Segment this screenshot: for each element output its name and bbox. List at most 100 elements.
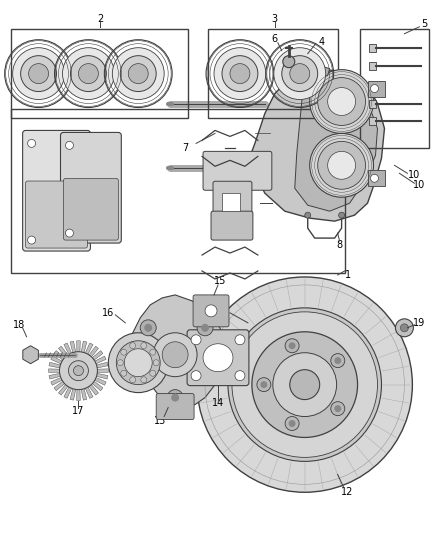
Circle shape (171, 393, 179, 401)
Bar (360, 29, 429, 148)
Circle shape (334, 405, 341, 412)
Circle shape (228, 308, 381, 462)
Circle shape (112, 47, 164, 100)
Text: 8: 8 (336, 240, 343, 250)
Circle shape (331, 402, 345, 416)
Circle shape (117, 341, 160, 385)
Circle shape (230, 63, 250, 84)
Polygon shape (92, 381, 103, 391)
Circle shape (197, 320, 213, 336)
Polygon shape (130, 295, 225, 408)
Polygon shape (70, 341, 76, 353)
Circle shape (74, 366, 83, 376)
Circle shape (328, 151, 356, 179)
Text: 12: 12 (341, 487, 354, 497)
Circle shape (339, 212, 345, 218)
Circle shape (150, 370, 156, 376)
Circle shape (153, 333, 197, 377)
Polygon shape (96, 374, 108, 379)
FancyBboxPatch shape (213, 181, 252, 220)
Circle shape (121, 370, 127, 376)
Bar (367, 171, 385, 186)
Circle shape (222, 55, 258, 92)
Polygon shape (89, 346, 99, 357)
Polygon shape (51, 377, 62, 385)
Circle shape (130, 343, 136, 349)
Circle shape (396, 319, 413, 337)
Polygon shape (49, 374, 60, 379)
Circle shape (28, 140, 35, 148)
Text: 10: 10 (408, 170, 420, 180)
Circle shape (21, 55, 57, 92)
Circle shape (191, 370, 201, 381)
Circle shape (205, 305, 217, 317)
Text: 14: 14 (212, 398, 224, 408)
Circle shape (328, 87, 356, 116)
Circle shape (124, 349, 152, 377)
Circle shape (71, 55, 106, 92)
Circle shape (140, 320, 156, 336)
Circle shape (13, 47, 64, 100)
Circle shape (144, 324, 152, 332)
Circle shape (121, 349, 127, 355)
Text: 3: 3 (272, 14, 278, 24)
Polygon shape (81, 341, 87, 353)
Circle shape (310, 133, 374, 197)
Polygon shape (95, 356, 106, 364)
Bar (367, 80, 385, 96)
Bar (208, 29, 338, 118)
Polygon shape (96, 362, 108, 368)
Circle shape (120, 55, 156, 92)
Circle shape (285, 416, 299, 431)
FancyBboxPatch shape (23, 131, 90, 251)
Polygon shape (285, 66, 330, 78)
Text: 17: 17 (72, 406, 85, 416)
Circle shape (66, 141, 74, 149)
Bar (11, 109, 345, 273)
Text: 9: 9 (287, 198, 293, 208)
Bar (368, 117, 375, 125)
Text: 4: 4 (318, 37, 325, 47)
FancyBboxPatch shape (25, 181, 88, 248)
Ellipse shape (203, 344, 233, 372)
Text: 1: 1 (345, 270, 351, 280)
Text: 13: 13 (154, 416, 166, 425)
Circle shape (191, 335, 201, 345)
Text: 15: 15 (214, 276, 226, 286)
Polygon shape (77, 341, 80, 352)
Circle shape (289, 420, 296, 427)
Circle shape (310, 70, 374, 133)
Circle shape (235, 370, 245, 381)
Circle shape (68, 361, 88, 381)
Circle shape (282, 55, 318, 92)
Polygon shape (49, 369, 60, 373)
Text: 5: 5 (421, 19, 427, 29)
Polygon shape (64, 387, 72, 398)
FancyBboxPatch shape (156, 393, 194, 419)
Circle shape (66, 229, 74, 237)
Circle shape (318, 78, 366, 125)
Circle shape (285, 339, 299, 353)
Bar (368, 44, 375, 52)
Bar (222, 193, 240, 211)
Circle shape (214, 47, 266, 100)
Circle shape (63, 47, 114, 100)
Polygon shape (95, 377, 106, 385)
Polygon shape (64, 343, 72, 354)
Circle shape (290, 63, 310, 84)
Text: 6: 6 (272, 34, 278, 44)
Polygon shape (49, 362, 60, 368)
Polygon shape (97, 369, 108, 373)
Circle shape (153, 360, 159, 366)
Polygon shape (77, 390, 80, 400)
FancyBboxPatch shape (187, 330, 249, 385)
Polygon shape (81, 389, 87, 400)
Circle shape (257, 378, 271, 392)
Circle shape (235, 335, 245, 345)
Circle shape (289, 342, 296, 349)
Polygon shape (85, 387, 93, 398)
Circle shape (108, 333, 168, 393)
FancyBboxPatch shape (64, 179, 118, 240)
Circle shape (28, 63, 49, 84)
Circle shape (28, 236, 35, 244)
